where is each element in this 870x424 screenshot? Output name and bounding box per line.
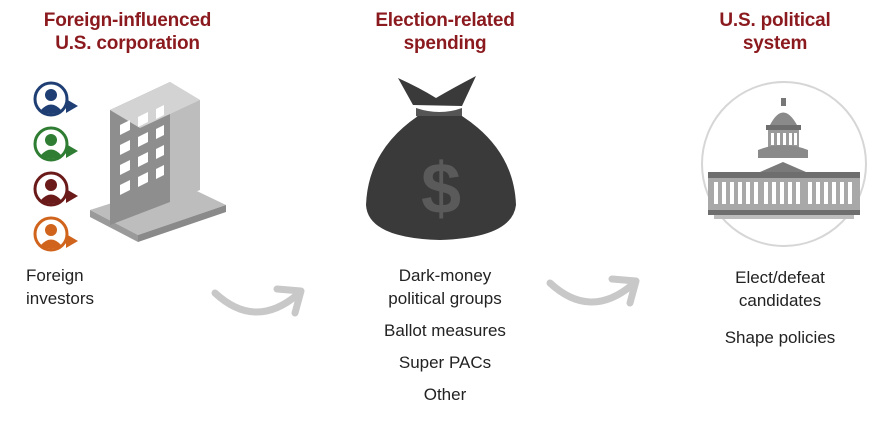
outcome-elect-defeat-line2: candidates	[738, 291, 822, 310]
person-icon	[33, 216, 78, 252]
spending-item-dark-money-line2: political groups	[388, 289, 502, 308]
curved-arrow-icon	[546, 275, 640, 307]
outcome-elect-defeat: Elect/defeat candidates	[690, 266, 870, 312]
political-system-title-line2: system	[742, 33, 808, 54]
corporation-title: Foreign-influenced U.S. corporation	[20, 9, 235, 55]
investors-caption-line2: investors	[26, 289, 95, 308]
spending-item-other: Other	[423, 385, 467, 404]
person-icon	[33, 81, 78, 117]
building-icon	[90, 82, 226, 242]
spending-list: Dark-money political groups Ballot measu…	[340, 264, 550, 406]
political-system-title-line1: U.S. political	[719, 10, 831, 31]
corporation-title-line2: U.S. corporation	[55, 33, 200, 54]
political-outcomes-list: Elect/defeat candidates Shape policies	[690, 266, 870, 349]
spending-item-super-pacs: Super PACs	[398, 353, 492, 372]
person-icon	[33, 126, 78, 162]
investors-caption: Foreign investors	[26, 264, 146, 310]
investors-caption-line1: Foreign	[26, 266, 84, 285]
spending-title-line2: spending	[403, 33, 487, 54]
person-icon	[33, 171, 78, 207]
spending-item-dark-money-line1: Dark-money	[398, 266, 492, 285]
capitol-icon	[701, 81, 867, 247]
svg-text:$: $	[421, 149, 461, 229]
spending-item-ballot: Ballot measures	[384, 321, 506, 340]
spending-title: Election-related spending	[335, 9, 555, 55]
spending-item-dark-money: Dark-money political groups	[340, 264, 550, 310]
investor-icons	[33, 81, 78, 252]
money-bag-icon: $	[366, 76, 516, 240]
outcome-elect-defeat-line1: Elect/defeat	[735, 268, 825, 287]
outcome-shape-policies: Shape policies	[724, 328, 836, 347]
curved-arrow-icon	[211, 285, 305, 317]
spending-title-line1: Election-related	[375, 10, 515, 31]
corporation-title-line1: Foreign-influenced	[43, 10, 212, 31]
political-system-title: U.S. political system	[680, 9, 870, 55]
